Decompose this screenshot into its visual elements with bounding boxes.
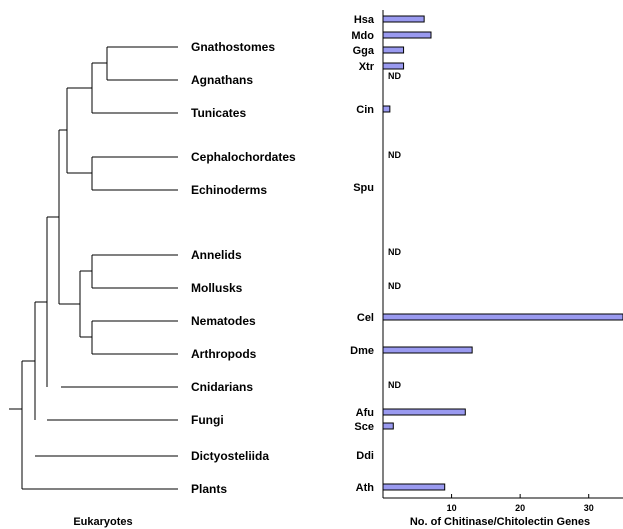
- taxon-label: Annelids: [191, 248, 242, 262]
- bar: [382, 15, 425, 23]
- bar: [382, 105, 391, 113]
- nd-label: ND: [388, 150, 401, 160]
- bar: [382, 422, 394, 430]
- bar: [382, 46, 405, 54]
- species-label: Mdo: [351, 30, 374, 42]
- bar: [382, 408, 466, 416]
- taxon-label: Agnathans: [191, 73, 253, 87]
- species-label: Sce: [354, 421, 374, 433]
- x-tick-label: 30: [584, 503, 594, 513]
- species-label: Dme: [350, 345, 374, 357]
- bar: [382, 313, 623, 321]
- x-tick-label: 10: [447, 503, 457, 513]
- bars-layer: [382, 15, 623, 491]
- taxon-label: Nematodes: [191, 314, 256, 328]
- bar: [382, 31, 432, 39]
- taxon-label: Dictyosteliida: [191, 449, 269, 463]
- labels-layer: Gnathostomes Hsa Mdo Gga Xtr Agnathans ND Tunic…: [191, 14, 401, 496]
- x-tick-label: 20: [515, 503, 525, 513]
- nd-label: ND: [388, 71, 401, 81]
- taxon-label: Cephalochordates: [191, 150, 296, 164]
- species-label: Xtr: [359, 61, 375, 73]
- nd-label: ND: [388, 281, 401, 291]
- bar: [382, 483, 446, 491]
- species-label: Afu: [356, 407, 374, 419]
- taxon-label: Gnathostomes: [191, 40, 275, 54]
- species-label: Spu: [353, 182, 374, 194]
- nd-label: ND: [388, 380, 401, 390]
- taxon-label: Cnidarians: [191, 380, 253, 394]
- tree-title: Eukaryotes: [73, 516, 132, 528]
- taxon-label: Tunicates: [191, 106, 246, 120]
- bar: [382, 346, 473, 354]
- species-label: Cel: [357, 312, 374, 324]
- nd-label: ND: [388, 247, 401, 257]
- taxon-label: Plants: [191, 482, 227, 496]
- species-label: Gga: [353, 45, 375, 57]
- taxon-label: Fungi: [191, 413, 224, 427]
- species-label: Hsa: [354, 14, 375, 26]
- x-axis-title: No. of Chitinase/Chitolectin Genes: [410, 516, 590, 528]
- species-label: Ath: [356, 482, 375, 494]
- taxon-label: Echinoderms: [191, 183, 267, 197]
- bar: [382, 62, 405, 70]
- phylogenetic-tree: [9, 46, 178, 490]
- species-label: Cin: [356, 104, 374, 116]
- species-label: Ddi: [356, 450, 374, 462]
- taxon-label: Arthropods: [191, 347, 257, 361]
- taxon-label: Mollusks: [191, 281, 243, 295]
- x-axis: 10 20 30 No. of Chitinase/Chitolectin Genes…: [73, 10, 623, 528]
